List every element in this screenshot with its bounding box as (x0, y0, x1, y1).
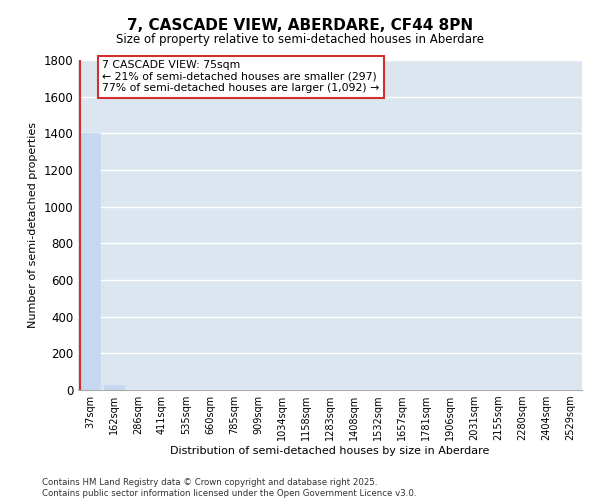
Bar (80, 134, 100, 390)
Text: 7, CASCADE VIEW, ABERDARE, CF44 8PN: 7, CASCADE VIEW, ABERDARE, CF44 8PN (127, 18, 473, 32)
Text: Contains HM Land Registry data © Crown copyright and database right 2025.
Contai: Contains HM Land Registry data © Crown c… (42, 478, 416, 498)
Text: Size of property relative to semi-detached houses in Aberdare: Size of property relative to semi-detach… (116, 32, 484, 46)
X-axis label: Distribution of semi-detached houses by size in Aberdare: Distribution of semi-detached houses by … (170, 446, 490, 456)
Text: 7 CASCADE VIEW: 75sqm
← 21% of semi-detached houses are smaller (297)
77% of sem: 7 CASCADE VIEW: 75sqm ← 21% of semi-deta… (102, 60, 379, 93)
Y-axis label: Number of semi-detached properties: Number of semi-detached properties (28, 122, 38, 328)
Bar (104, 384, 124, 390)
